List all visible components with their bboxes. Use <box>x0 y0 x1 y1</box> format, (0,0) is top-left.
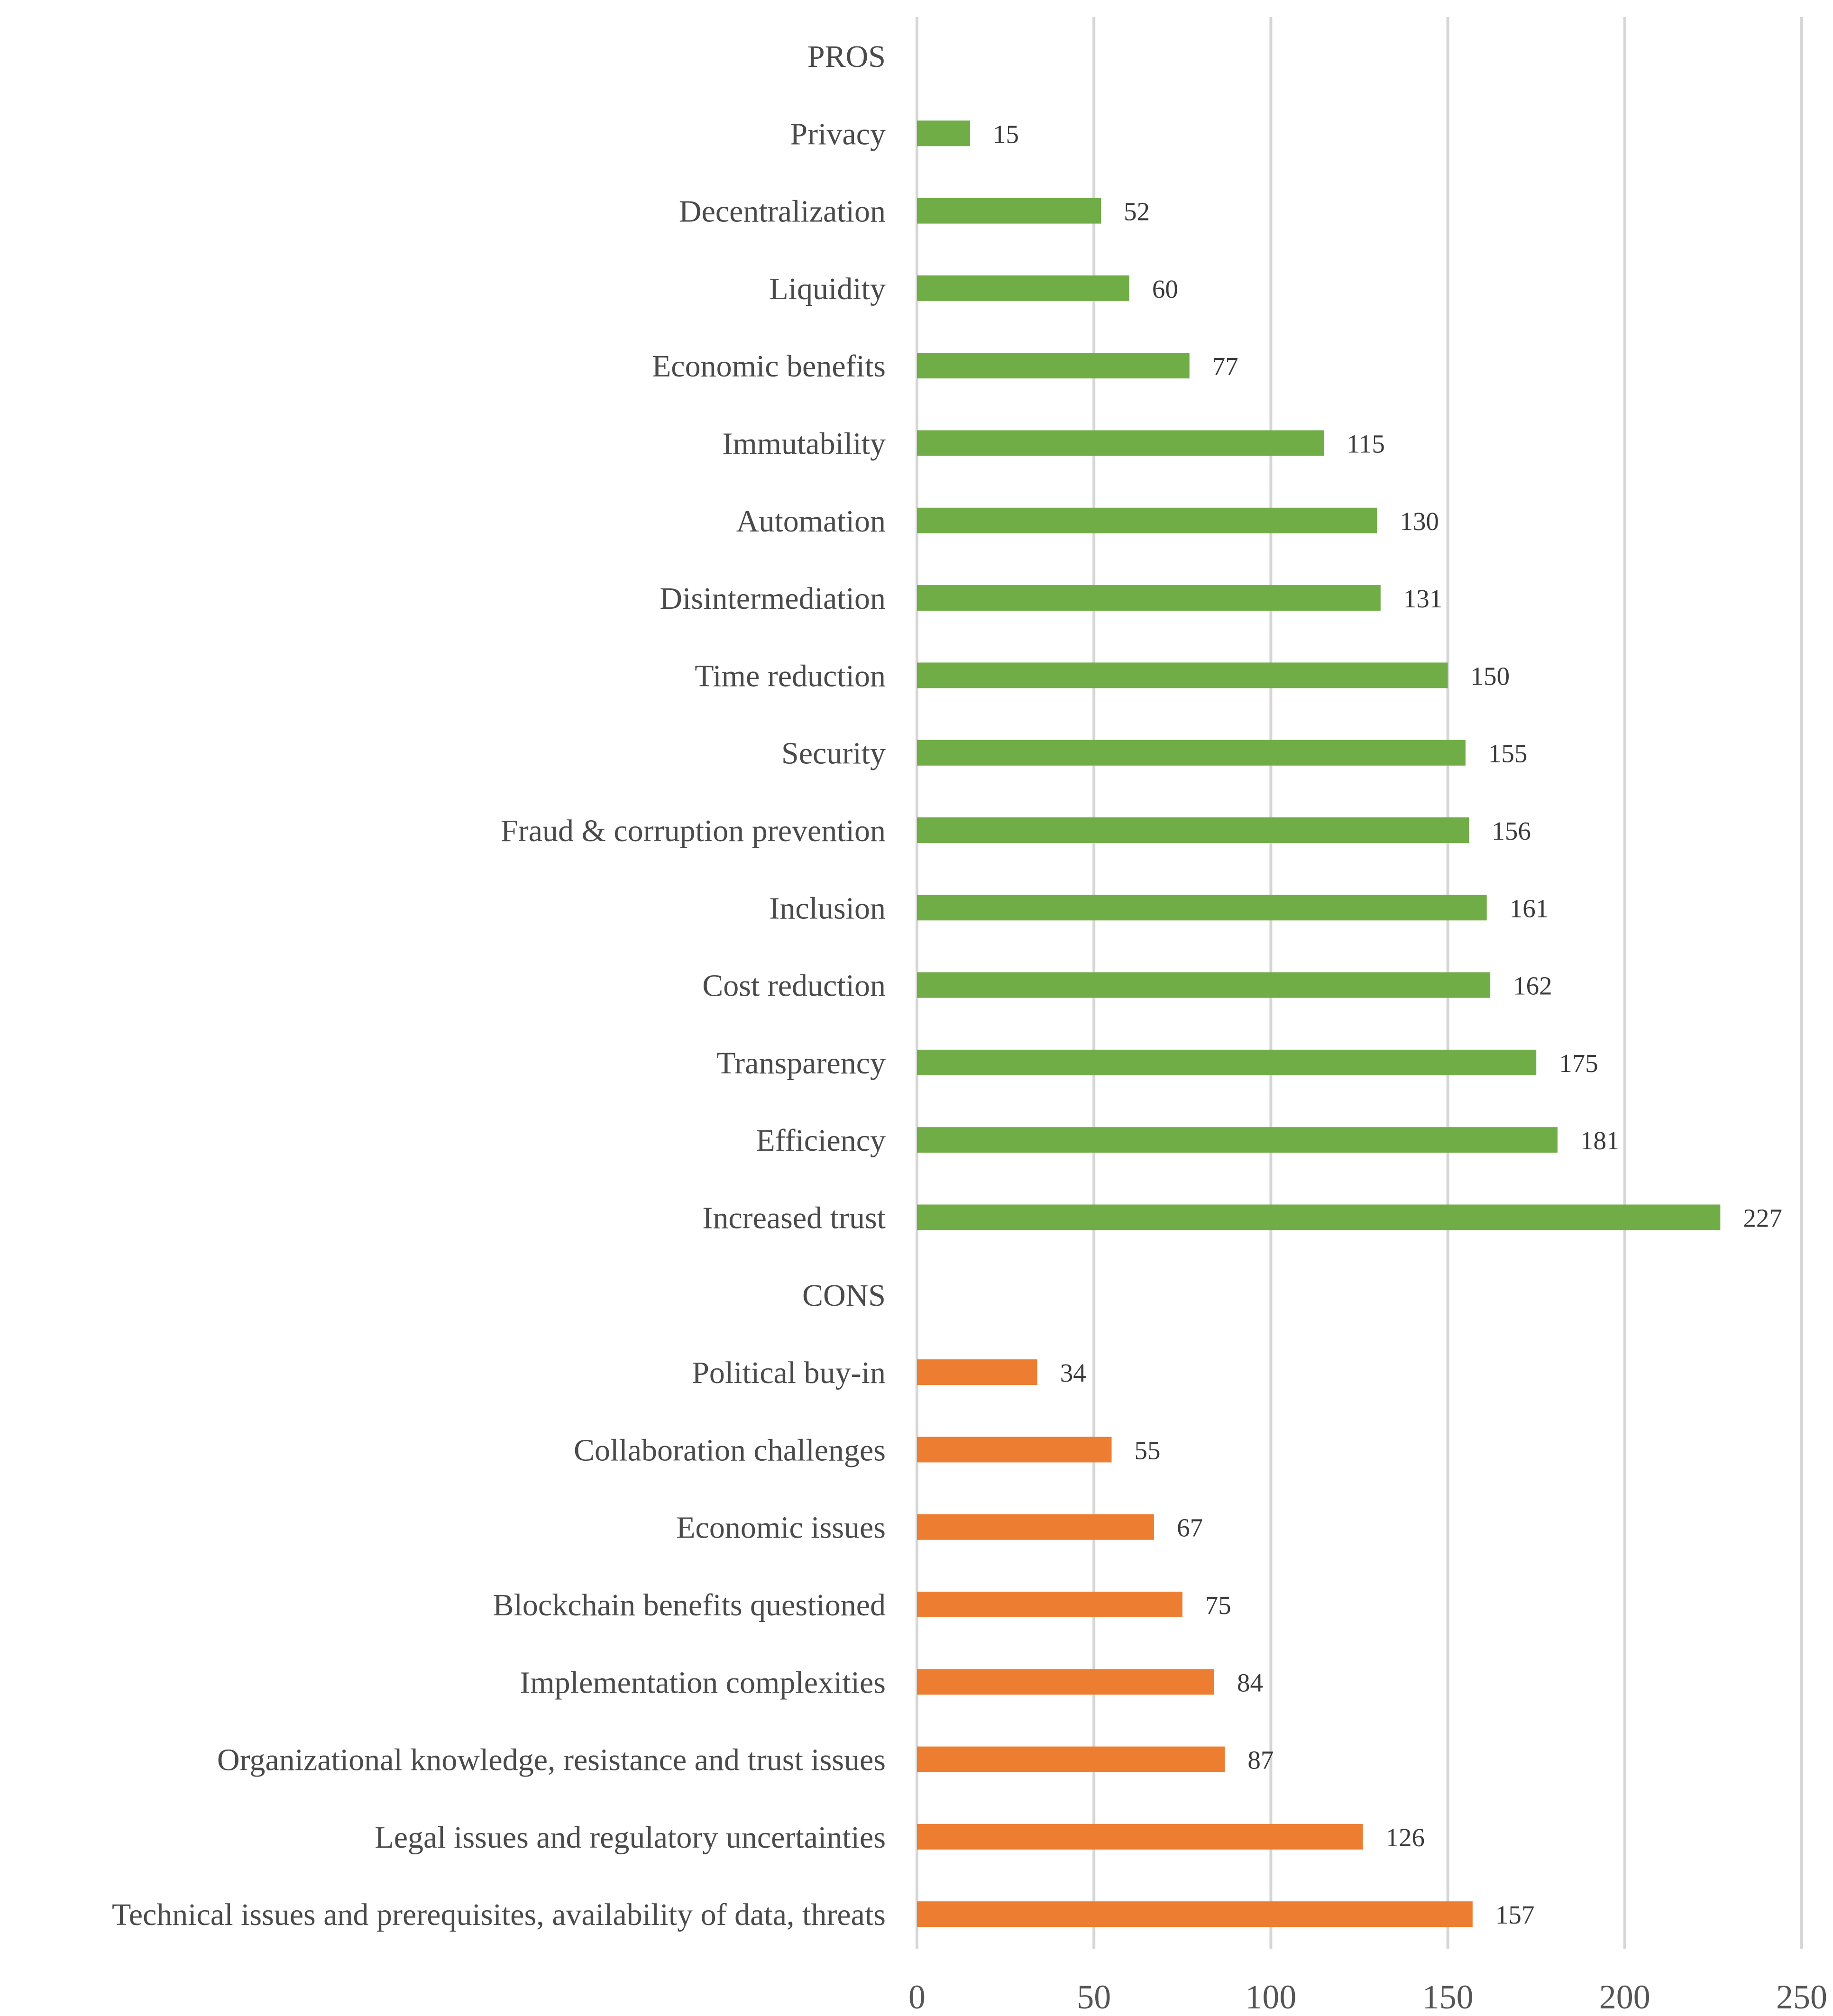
data-label-disintermediation: 131 <box>1403 584 1443 613</box>
x-tick-label-200: 200 <box>1599 1978 1650 2016</box>
x-tick-label-100: 100 <box>1245 1978 1296 2016</box>
bar-increased-trust <box>917 1204 1721 1230</box>
category-label-inclusion: Inclusion <box>769 891 886 926</box>
category-label-fraud-corruption-prevention: Fraud & corruption prevention <box>501 814 886 848</box>
category-label-decentralization: Decentralization <box>679 194 886 229</box>
bar-liquidity <box>917 275 1129 301</box>
bar-blockchain-benefits-questioned <box>917 1592 1182 1617</box>
data-label-organizational-knowledge-resistance-and-trust-issues: 87 <box>1247 1746 1274 1775</box>
data-label-liquidity: 60 <box>1152 275 1178 303</box>
category-label-transparency: Transparency <box>716 1046 886 1081</box>
category-label-automation: Automation <box>736 504 886 539</box>
data-label-collaboration-challenges: 55 <box>1135 1436 1161 1465</box>
data-label-cost-reduction: 162 <box>1513 971 1552 1000</box>
bar-economic-issues <box>917 1514 1155 1540</box>
data-label-increased-trust: 227 <box>1743 1204 1782 1233</box>
data-label-blockchain-benefits-questioned: 75 <box>1205 1591 1231 1620</box>
category-label-implementation-complexities: Implementation complexities <box>520 1665 886 1700</box>
category-label-political-buy-in: Political buy-in <box>692 1356 886 1390</box>
category-label-economic-benefits: Economic benefits <box>652 349 886 384</box>
category-label-immutability: Immutability <box>722 427 886 461</box>
bar-time-reduction <box>917 662 1448 688</box>
category-label-efficiency: Efficiency <box>756 1123 886 1158</box>
bar-fraud-corruption-prevention <box>917 817 1469 843</box>
data-label-legal-issues-and-regulatory-uncertainties: 126 <box>1385 1823 1425 1852</box>
data-label-efficiency: 181 <box>1580 1126 1620 1155</box>
bar-collaboration-challenges <box>917 1437 1112 1463</box>
data-label-implementation-complexities: 84 <box>1237 1668 1263 1697</box>
category-label-liquidity: Liquidity <box>769 272 886 306</box>
x-tick-label-50: 50 <box>1077 1978 1111 2016</box>
data-label-fraud-corruption-prevention: 156 <box>1492 816 1531 845</box>
bar-transparency <box>917 1049 1537 1075</box>
category-label-collaboration-challenges: Collaboration challenges <box>574 1433 886 1467</box>
bar-implementation-complexities <box>917 1669 1214 1695</box>
data-label-decentralization: 52 <box>1124 197 1150 226</box>
bar-security <box>917 740 1466 766</box>
category-label-economic-issues: Economic issues <box>676 1511 886 1545</box>
x-tick-label-150: 150 <box>1422 1978 1474 2016</box>
data-label-economic-benefits: 77 <box>1212 352 1238 381</box>
category-label-time-reduction: Time reduction <box>695 659 886 693</box>
data-label-automation: 130 <box>1400 507 1439 536</box>
bar-economic-benefits <box>917 353 1190 379</box>
category-label-technical-issues-and-prerequisites-availability-of-data-threats: Technical issues and prerequisites, avai… <box>112 1897 886 1932</box>
section-header-cons: CONS <box>802 1278 886 1313</box>
category-label-cost-reduction: Cost reduction <box>702 969 886 1003</box>
bar-disintermediation <box>917 585 1381 611</box>
category-label-disintermediation: Disintermediation <box>660 581 886 616</box>
x-tick-label-0: 0 <box>908 1978 926 2016</box>
bar-automation <box>917 507 1377 533</box>
data-label-technical-issues-and-prerequisites-availability-of-data-threats: 157 <box>1495 1900 1535 1929</box>
data-label-privacy: 15 <box>993 119 1019 148</box>
data-label-economic-issues: 67 <box>1177 1513 1203 1542</box>
category-label-increased-trust: Increased trust <box>702 1201 886 1236</box>
data-label-inclusion: 161 <box>1510 894 1549 923</box>
bar-political-buy-in <box>917 1359 1037 1385</box>
bar-technical-issues-and-prerequisites-availability-of-data-threats <box>917 1901 1473 1927</box>
data-label-political-buy-in: 34 <box>1060 1358 1086 1387</box>
bar-immutability <box>917 430 1324 456</box>
x-tick-label-250: 250 <box>1776 1978 1827 2016</box>
bar-cost-reduction <box>917 972 1491 998</box>
category-label-privacy: Privacy <box>790 117 886 151</box>
category-label-organizational-knowledge-resistance-and-trust-issues: Organizational knowledge, resistance and… <box>217 1743 886 1778</box>
section-header-pros: PROS <box>807 39 886 74</box>
bar-legal-issues-and-regulatory-uncertainties <box>917 1824 1363 1850</box>
bar-organizational-knowledge-resistance-and-trust-issues <box>917 1746 1225 1772</box>
data-label-transparency: 175 <box>1559 1049 1598 1078</box>
bar-privacy <box>917 120 970 147</box>
category-label-security: Security <box>781 736 886 771</box>
bar-efficiency <box>917 1127 1558 1153</box>
data-label-time-reduction: 150 <box>1471 661 1510 690</box>
data-label-security: 155 <box>1488 739 1528 768</box>
bar-layer <box>917 120 1721 1927</box>
label-layer: PROS Privacy 15 Decentralization 52 Liquidity… <box>112 39 1782 1932</box>
category-label-blockchain-benefits-questioned: Blockchain benefits questioned <box>493 1588 886 1622</box>
bar-decentralization <box>917 198 1101 224</box>
bar-inclusion <box>917 895 1487 921</box>
x-axis-ticks: 0 50 100 150 200 250 <box>908 1978 1827 2016</box>
category-label-legal-issues-and-regulatory-uncertainties: Legal issues and regulatory uncertaintie… <box>375 1820 886 1855</box>
data-label-immutability: 115 <box>1347 430 1384 458</box>
